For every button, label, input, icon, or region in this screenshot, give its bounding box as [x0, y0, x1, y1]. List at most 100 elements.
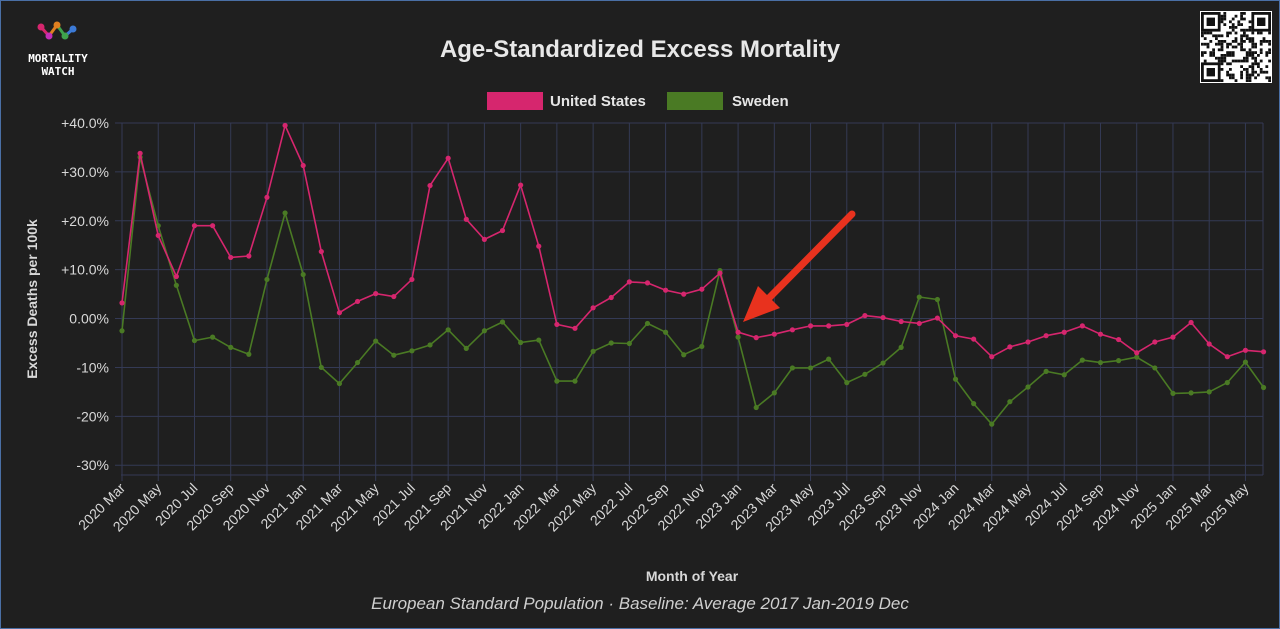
data-point-united-states[interactable] [952, 333, 959, 339]
legend-item-united-states[interactable]: United States [487, 92, 646, 110]
data-point-sweden[interactable] [1224, 380, 1230, 386]
data-point-united-states[interactable] [373, 291, 379, 297]
data-point-united-states[interactable] [1097, 331, 1104, 337]
data-point-sweden[interactable] [644, 320, 651, 327]
data-point-sweden[interactable] [753, 404, 759, 411]
mortality-watch-logo[interactable]: MORTALITY WATCH [28, 21, 88, 79]
data-point-united-states[interactable] [644, 280, 651, 286]
data-point-sweden[interactable] [989, 421, 995, 427]
data-point-sweden[interactable] [336, 380, 343, 387]
data-point-united-states[interactable] [681, 291, 687, 297]
data-point-united-states[interactable] [336, 310, 343, 316]
data-point-united-states[interactable] [1025, 339, 1031, 345]
data-point-united-states[interactable] [554, 321, 560, 328]
data-point-sweden[interactable] [536, 337, 542, 343]
data-point-united-states[interactable] [518, 182, 524, 188]
data-point-united-states[interactable] [789, 327, 796, 333]
data-point-sweden[interactable] [880, 360, 886, 366]
data-point-united-states[interactable] [445, 155, 451, 161]
data-point-united-states[interactable] [409, 276, 415, 283]
data-point-sweden[interactable] [1061, 372, 1067, 378]
data-point-united-states[interactable] [282, 122, 288, 129]
data-point-sweden[interactable] [191, 337, 198, 344]
data-point-united-states[interactable] [427, 182, 433, 189]
data-point-united-states[interactable] [1007, 344, 1013, 350]
data-point-united-states[interactable] [1134, 350, 1140, 356]
data-point-sweden[interactable] [1134, 354, 1140, 360]
data-point-united-states[interactable] [916, 320, 922, 327]
data-point-united-states[interactable] [137, 150, 143, 156]
legend-item-sweden[interactable]: Sweden [667, 92, 789, 110]
data-point-united-states[interactable] [354, 298, 361, 305]
data-point-sweden[interactable] [971, 401, 977, 407]
data-point-united-states[interactable] [1079, 323, 1085, 329]
data-point-united-states[interactable] [228, 254, 234, 261]
data-point-sweden[interactable] [699, 343, 705, 350]
data-point-united-states[interactable] [1061, 329, 1067, 335]
data-point-sweden[interactable] [518, 339, 524, 346]
data-point-united-states[interactable] [626, 279, 632, 285]
data-point-sweden[interactable] [354, 359, 361, 366]
data-point-sweden[interactable] [1170, 390, 1176, 396]
data-point-sweden[interactable] [1043, 368, 1049, 374]
data-point-sweden[interactable] [807, 365, 814, 371]
data-point-united-states[interactable] [989, 354, 995, 360]
data-point-sweden[interactable] [826, 356, 832, 362]
data-point-sweden[interactable] [554, 378, 560, 384]
data-point-sweden[interactable] [934, 296, 941, 303]
data-point-united-states[interactable] [663, 287, 669, 293]
data-point-united-states[interactable] [264, 194, 270, 200]
data-point-sweden[interactable] [572, 378, 578, 384]
data-point-united-states[interactable] [300, 162, 306, 169]
data-point-united-states[interactable] [391, 293, 397, 300]
data-point-united-states[interactable] [246, 253, 252, 259]
data-point-sweden[interactable] [844, 380, 850, 386]
data-point-sweden[interactable] [210, 334, 216, 340]
data-point-united-states[interactable] [210, 223, 216, 229]
data-point-sweden[interactable] [463, 345, 469, 351]
data-point-united-states[interactable] [717, 270, 723, 276]
data-point-united-states[interactable] [572, 325, 578, 331]
data-point-sweden[interactable] [681, 352, 687, 358]
data-point-sweden[interactable] [318, 364, 324, 371]
data-point-sweden[interactable] [1025, 384, 1031, 390]
data-point-united-states[interactable] [1170, 334, 1176, 340]
data-point-sweden[interactable] [228, 344, 234, 350]
data-point-united-states[interactable] [590, 305, 596, 311]
data-point-sweden[interactable] [264, 276, 270, 283]
data-point-united-states[interactable] [536, 243, 542, 249]
data-point-united-states[interactable] [463, 216, 469, 222]
data-point-sweden[interactable] [663, 329, 669, 335]
data-point-sweden[interactable] [481, 328, 487, 334]
data-point-united-states[interactable] [173, 273, 179, 280]
data-point-united-states[interactable] [844, 321, 850, 328]
data-point-united-states[interactable] [499, 227, 506, 234]
data-point-united-states[interactable] [826, 323, 832, 329]
data-point-sweden[interactable] [246, 351, 252, 357]
data-point-united-states[interactable] [1260, 349, 1267, 355]
data-point-sweden[interactable] [1242, 359, 1249, 365]
data-point-sweden[interactable] [427, 342, 433, 348]
data-point-sweden[interactable] [916, 294, 922, 300]
data-point-united-states[interactable] [807, 323, 814, 329]
data-point-united-states[interactable] [771, 331, 777, 337]
data-point-sweden[interactable] [373, 338, 379, 344]
data-point-united-states[interactable] [699, 286, 705, 292]
data-point-united-states[interactable] [608, 294, 614, 301]
data-point-united-states[interactable] [753, 335, 759, 341]
data-point-united-states[interactable] [119, 300, 125, 306]
data-point-sweden[interactable] [119, 328, 125, 334]
data-point-sweden[interactable] [1116, 358, 1122, 364]
data-point-sweden[interactable] [626, 340, 632, 347]
data-point-sweden[interactable] [409, 348, 415, 354]
data-point-united-states[interactable] [1152, 339, 1158, 345]
data-point-united-states[interactable] [880, 314, 886, 321]
qr-code-icon[interactable] [1200, 11, 1272, 83]
data-point-sweden[interactable] [445, 327, 451, 333]
data-point-united-states[interactable] [1043, 333, 1049, 339]
data-point-united-states[interactable] [1242, 347, 1249, 353]
data-point-united-states[interactable] [1206, 341, 1212, 347]
data-point-sweden[interactable] [1206, 389, 1212, 395]
data-point-united-states[interactable] [934, 315, 941, 321]
data-point-sweden[interactable] [789, 365, 796, 371]
